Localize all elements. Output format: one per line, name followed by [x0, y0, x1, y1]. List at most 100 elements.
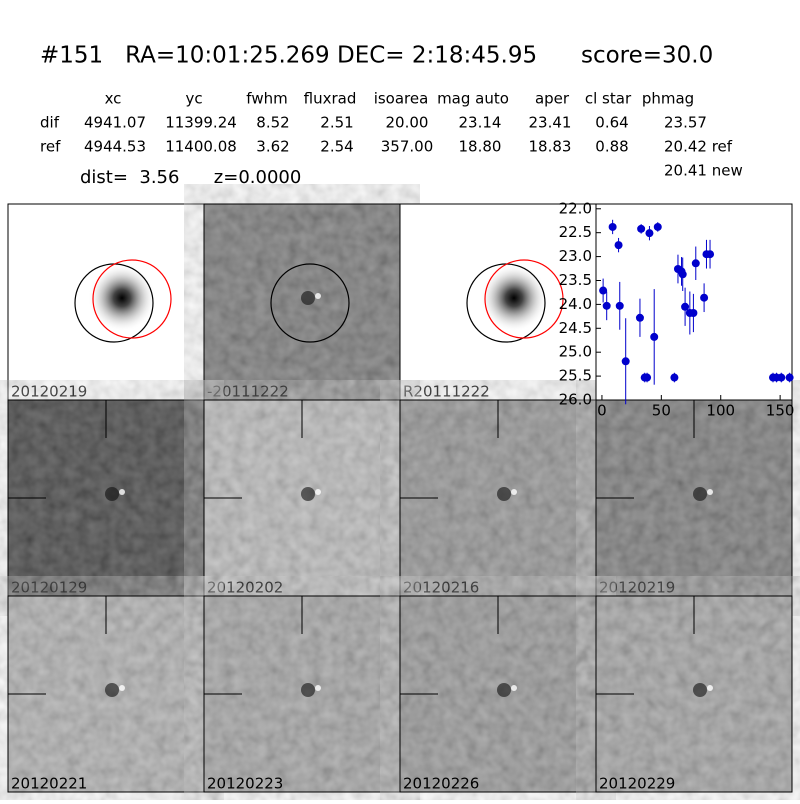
x-tick-label: 50 — [652, 402, 671, 420]
source — [301, 291, 315, 305]
column-header: xc — [105, 90, 122, 108]
source — [497, 683, 511, 697]
star — [480, 264, 548, 332]
point — [608, 222, 617, 231]
cell: 20.00 — [386, 114, 429, 132]
point — [689, 308, 698, 317]
cell: 3.62 — [256, 138, 289, 156]
source — [511, 685, 517, 691]
cell: 4941.07 — [84, 114, 146, 132]
extra: 20.41 new — [664, 162, 743, 180]
panel-border — [595, 595, 793, 793]
title: #151 RA=10:01:25.269 DEC= 2:18:45.95 sco… — [40, 43, 713, 69]
column-header: fluxrad — [304, 90, 357, 108]
y-tick-label: 25.0 — [559, 343, 592, 361]
panel-label: 20120219 — [11, 383, 87, 401]
cell: 2.54 — [320, 138, 353, 156]
panel-label: 20120216 — [403, 579, 479, 597]
ref-circle — [270, 263, 350, 343]
y-tick-label: 24.5 — [559, 319, 592, 337]
point — [785, 373, 794, 382]
point — [650, 332, 659, 341]
point — [777, 373, 786, 382]
point — [614, 241, 623, 250]
panel-label: 20120129 — [11, 579, 87, 597]
y-tick-label: 23.5 — [559, 271, 592, 289]
new-circle — [484, 259, 564, 339]
y-tick-label: 22.0 — [559, 199, 592, 217]
point — [602, 301, 611, 310]
cell: 0.64 — [595, 114, 628, 132]
source — [119, 685, 125, 691]
source — [301, 487, 315, 501]
plot-area — [595, 203, 793, 401]
source — [301, 683, 315, 697]
source — [105, 487, 119, 501]
cell: 18.80 — [459, 138, 502, 156]
cell: 357.00 — [381, 138, 434, 156]
point — [678, 270, 687, 279]
cell: 11399.24 — [165, 114, 237, 132]
y-tick-label: 22.5 — [559, 223, 592, 241]
cell: 4944.53 — [84, 138, 146, 156]
row-label: ref — [40, 138, 61, 156]
source — [105, 683, 119, 697]
point — [643, 373, 652, 382]
point — [615, 301, 624, 310]
column-header: cl star — [585, 90, 632, 108]
source — [497, 487, 511, 501]
source — [315, 685, 321, 691]
source — [707, 489, 713, 495]
star — [88, 264, 156, 332]
source — [315, 489, 321, 495]
x-tick-label: 150 — [766, 402, 795, 420]
point — [670, 373, 679, 382]
y-tick-label: 25.5 — [559, 367, 592, 385]
source — [693, 487, 707, 501]
column-header: isoarea — [374, 90, 429, 108]
panel-label: 20120221 — [11, 775, 87, 793]
y-tick-label: 24.0 — [559, 295, 592, 313]
cell: 2.51 — [320, 114, 353, 132]
source — [511, 489, 517, 495]
panel-label: R20111222 — [403, 383, 490, 401]
panel-label: 20120229 — [599, 775, 675, 793]
point — [637, 224, 646, 233]
x-tick-label: 100 — [706, 402, 735, 420]
cell: 8.52 — [256, 114, 289, 132]
cell: 20.42 ref — [664, 138, 733, 156]
point — [635, 313, 644, 322]
x-tick-label: 0 — [597, 402, 607, 420]
point — [645, 229, 654, 238]
point — [700, 293, 709, 302]
cell: 11400.08 — [165, 138, 237, 156]
panel-label: 20120226 — [403, 775, 479, 793]
cell: 18.83 — [529, 138, 572, 156]
column-header: fwhm — [246, 90, 287, 108]
column-header: phmag — [642, 90, 694, 108]
column-header: aper — [535, 90, 570, 108]
panel-label: -20111222 — [207, 383, 289, 401]
source — [707, 685, 713, 691]
source — [119, 489, 125, 495]
point — [706, 250, 715, 259]
point — [653, 222, 662, 231]
dist: dist= 3.56 z=0.0000 — [80, 167, 301, 188]
point — [599, 286, 608, 295]
cell: 23.14 — [459, 114, 502, 132]
point — [681, 302, 690, 311]
panel-label: 20120223 — [207, 775, 283, 793]
panel-label: 20120202 — [207, 579, 283, 597]
cell: 23.57 — [664, 114, 707, 132]
panel-label: 20120219 — [599, 579, 675, 597]
y-tick-label: 23.0 — [559, 247, 592, 265]
cell: 23.41 — [529, 114, 572, 132]
column-header: yc — [185, 90, 202, 108]
panel-noise — [204, 204, 400, 400]
y-tick-label: 26.0 — [559, 391, 592, 409]
new-circle — [92, 259, 172, 339]
row-label: dif — [40, 114, 60, 132]
point — [691, 259, 700, 268]
column-header: mag auto — [437, 90, 509, 108]
